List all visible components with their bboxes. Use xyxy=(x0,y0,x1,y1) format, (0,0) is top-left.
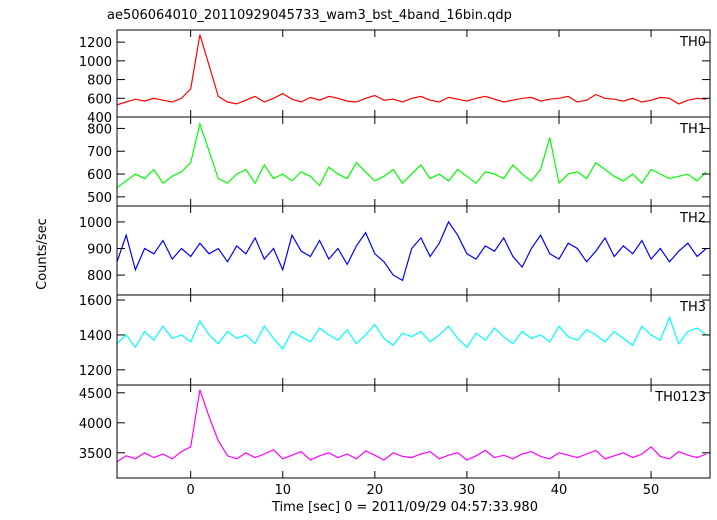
data-line xyxy=(116,389,707,463)
y-tick-label: 700 xyxy=(87,145,112,160)
y-tick-label: 1000 xyxy=(79,55,112,70)
y-tick-label: 800 xyxy=(87,74,112,89)
y-tick-label: 1400 xyxy=(79,329,112,344)
y-tick-label: 800 xyxy=(87,269,112,284)
panel-frame xyxy=(116,384,711,479)
x-tick-label: 20 xyxy=(367,483,384,498)
x-tick-label: 10 xyxy=(274,483,291,498)
x-tick-label: 30 xyxy=(459,483,476,498)
y-tick-label: 1200 xyxy=(79,36,112,51)
data-line xyxy=(116,121,707,189)
panel-label: TH1 xyxy=(679,122,706,137)
y-axis-label: Counts/sec xyxy=(35,218,50,290)
y-tick-label: 1600 xyxy=(79,294,112,309)
data-line xyxy=(116,34,707,106)
data-line xyxy=(116,315,707,350)
y-tick-label: 1000 xyxy=(79,216,112,231)
y-tick-label: 600 xyxy=(87,168,112,183)
panel-frame xyxy=(116,116,711,207)
panel-label: TH0 xyxy=(679,35,706,50)
panel-label: TH0123 xyxy=(654,390,706,405)
panel-frame xyxy=(116,294,711,386)
x-axis-label: Time [sec] 0 = 2011/09/29 04:57:33.980 xyxy=(271,500,538,515)
y-tick-label: 4500 xyxy=(79,387,112,402)
y-tick-label: 4000 xyxy=(79,417,112,432)
y-tick-label: 600 xyxy=(87,92,112,107)
y-tick-label: 500 xyxy=(87,191,112,206)
panel-label: TH3 xyxy=(679,300,706,315)
y-tick-label: 400 xyxy=(87,111,112,126)
y-tick-label: 800 xyxy=(87,122,112,137)
y-tick-label: 900 xyxy=(87,243,112,258)
x-tick-label: 40 xyxy=(551,483,568,498)
x-tick-label: 50 xyxy=(643,483,660,498)
chart-title: ae506064010_20110929045733_wam3_bst_4ban… xyxy=(107,8,512,23)
x-tick-label: 0 xyxy=(187,483,195,498)
panel-label: TH2 xyxy=(679,211,706,226)
panel-frame xyxy=(116,29,711,118)
y-tick-label: 1200 xyxy=(79,364,112,379)
data-line xyxy=(116,220,707,282)
y-tick-label: 3500 xyxy=(79,447,112,462)
